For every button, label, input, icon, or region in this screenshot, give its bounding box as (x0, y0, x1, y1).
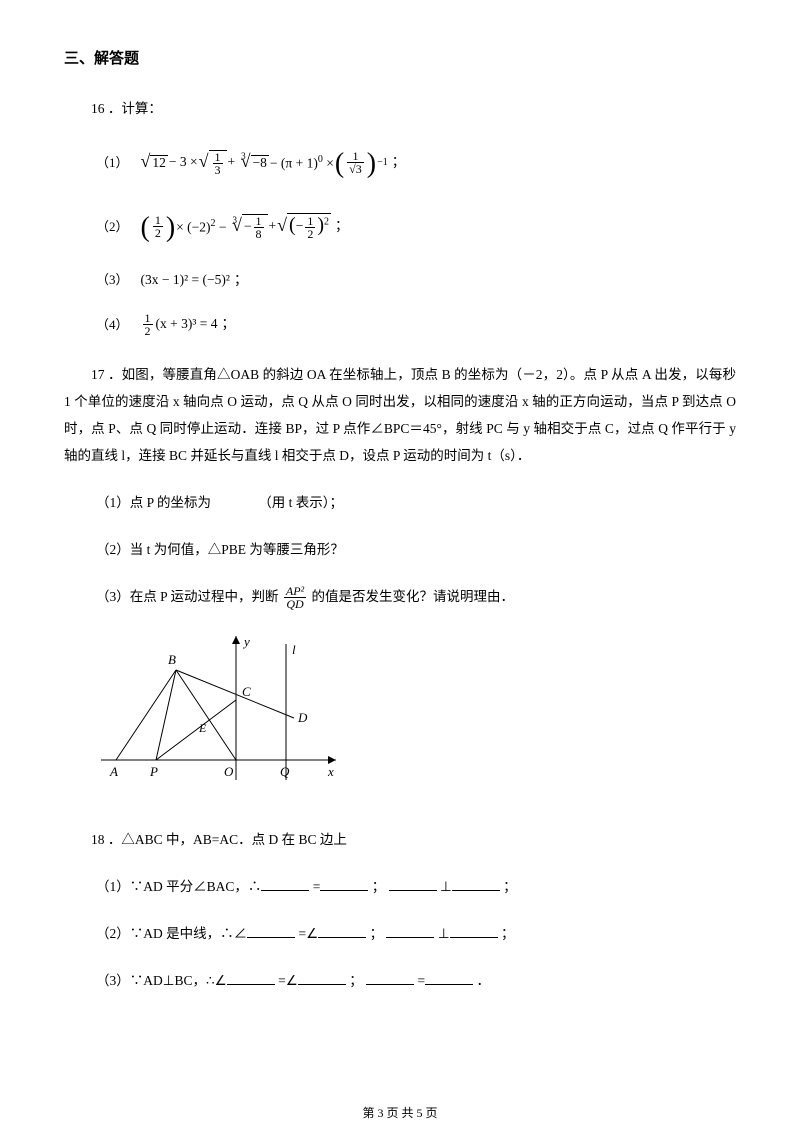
blank (425, 972, 473, 986)
q18-p1: （1）∵AD 平分∠BAC，∴ = ； ⊥ ； (96, 873, 736, 900)
question-17: 17 ．如图，等腰直角△OAB 的斜边 OA 在坐标轴上，顶点 B 的坐标为（－… (64, 361, 736, 798)
q16-p2-tail: ； (335, 216, 349, 236)
q16-label: 16 ．计算： (64, 95, 736, 122)
fig-label-C: C (242, 684, 251, 699)
q18-label: 18 ．△ABC 中，AB=AC．点 D 在 BC 边上 (64, 826, 736, 853)
q16-p3-expr: (3x − 1)² = (−5)² (141, 270, 230, 290)
blank (227, 972, 275, 986)
q17-p3-lead: （3）在点 P 运动过程中，判断 (96, 589, 282, 604)
fig-label-P: P (149, 764, 158, 779)
q18-p2: （2）∵AD 是中线，∴∠ =∠ ； ⊥ ； (96, 920, 736, 947)
section-title: 三、解答题 (64, 48, 736, 71)
fig-label-A: A (109, 764, 118, 779)
page-footer: 第 3 页 共 5 页 (0, 1104, 800, 1122)
q16-part1: （1） √12 − 3 × √13 + 3√−8 − (π + 1)0 × (1… (96, 142, 736, 184)
q16-p3-tail: ； (234, 270, 248, 290)
q16-part3: （3） (3x − 1)² = (−5)² ； (96, 270, 736, 290)
q17-p1: （1）点 P 的坐标为 （用 t 表示）； (96, 489, 736, 516)
blank (366, 972, 414, 986)
blank (320, 878, 368, 892)
q18-p3: （3）∵AD⊥BC，∴∠ =∠ ； = ． (96, 967, 736, 994)
fig-label-E: E (198, 721, 207, 735)
q16-p4-tail: ； (222, 314, 236, 334)
fig-label-B: B (168, 652, 176, 667)
fig-label-Q: Q (280, 764, 290, 779)
fig-label-O: O (224, 764, 234, 779)
q16-p1-tail: ； (392, 152, 406, 172)
q16-p2-expr: (12) × (−2)2 − 3√−18 + √(−12)2 (141, 206, 332, 248)
blank (450, 925, 498, 939)
blank (247, 925, 295, 939)
blank (452, 878, 500, 892)
q17-body: 17 ．如图，等腰直角△OAB 的斜边 OA 在坐标轴上，顶点 B 的坐标为（－… (64, 361, 736, 469)
q17-p3-tail: 的值是否发生变化？请说明理由． (312, 589, 515, 604)
q16-p2-tag: （2） (96, 217, 129, 237)
blank (389, 878, 437, 892)
q16-p1-expr: √12 − 3 × √13 + 3√−8 − (π + 1)0 × (1√3)−… (141, 142, 388, 184)
q16-p1-tag: （1） (96, 153, 129, 173)
fig-label-x: x (327, 764, 334, 779)
q17-p2: （2）当 t 为何值，△PBE 为等腰三角形？ (96, 536, 736, 563)
q16-p4-expr: 12 (x + 3)³ = 4 (141, 312, 218, 337)
fig-label-l: l (292, 642, 296, 657)
q16-p3-tag: （3） (96, 270, 129, 290)
question-16: 16 ．计算： （1） √12 − 3 × √13 + 3√−8 − (π + … (64, 95, 736, 337)
q16-p4-tag: （4） (96, 315, 129, 335)
q16-part2: （2） (12) × (−2)2 − 3√−18 + √(−12)2 ； (96, 206, 736, 248)
fig-label-y: y (242, 634, 250, 649)
question-18: 18 ．△ABC 中，AB=AC．点 D 在 BC 边上 （1）∵AD 平分∠B… (64, 826, 736, 994)
q17-p3: （3）在点 P 运动过程中，判断 AP² QD 的值是否发生变化？请说明理由． (96, 583, 736, 610)
q17-figure: y l B C D E A P O Q x (96, 630, 736, 798)
q17-p3-frac: AP² QD (284, 585, 306, 610)
blank (261, 878, 309, 892)
fig-label-D: D (297, 710, 308, 725)
blank (298, 972, 346, 986)
blank (386, 925, 434, 939)
blank (318, 925, 366, 939)
q16-part4: （4） 12 (x + 3)³ = 4 ； (96, 312, 736, 337)
